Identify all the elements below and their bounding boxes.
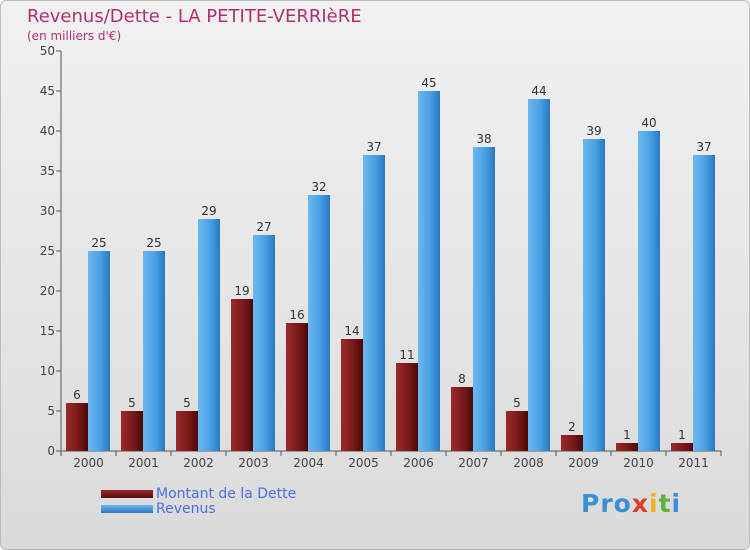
bar-dette-label: 8 <box>458 372 466 386</box>
y-tick-label: 20 <box>40 284 55 298</box>
y-tick-label: 35 <box>40 164 55 178</box>
x-tick-label: 2010 <box>623 456 654 470</box>
bar-revenus-label: 25 <box>91 236 106 250</box>
bar-dette-label: 1 <box>623 428 631 442</box>
bar-revenus <box>363 155 385 451</box>
y-tick-label: 40 <box>40 124 55 138</box>
bar-revenus <box>693 155 715 451</box>
bar-revenus <box>253 235 275 451</box>
x-tick-label: 2000 <box>73 456 104 470</box>
proxiti-logo-letter: r <box>600 489 614 518</box>
proxiti-logo-letter: i <box>671 489 682 518</box>
bar-dette <box>341 339 363 451</box>
x-tick-label: 2008 <box>513 456 544 470</box>
y-tick-label: 15 <box>40 324 55 338</box>
bar-revenus-label: 39 <box>586 124 601 138</box>
chart-title: Revenus/Dette - LA PETITE-VERRIèRE <box>27 6 362 27</box>
proxiti-logo-letter: o <box>613 489 632 518</box>
bar-revenus <box>308 195 330 451</box>
bar-revenus <box>418 91 440 451</box>
bar-dette <box>616 443 638 451</box>
bar-dette-label: 1 <box>678 428 686 442</box>
proxiti-logo-letter: t <box>658 489 672 518</box>
bar-dette <box>506 411 528 451</box>
chart-subtitle: (en milliers d'€) <box>27 29 122 43</box>
legend-swatch-revenus <box>101 505 153 513</box>
bar-revenus-label: 32 <box>311 180 326 194</box>
y-tick-label: 45 <box>40 84 55 98</box>
bar-dette-label: 14 <box>344 324 359 338</box>
bar-revenus <box>143 251 165 451</box>
x-tick-label: 2005 <box>348 456 379 470</box>
legend-label-dette: Montant de la Dette <box>156 486 297 502</box>
bar-dette <box>396 363 418 451</box>
bar-revenus-label: 44 <box>531 84 546 98</box>
bar-revenus-label: 25 <box>146 236 161 250</box>
y-tick-label: 30 <box>40 204 55 218</box>
bar-revenus-label: 45 <box>421 76 436 90</box>
bar-dette <box>66 403 88 451</box>
bar-dette <box>286 323 308 451</box>
x-tick-label: 2011 <box>678 456 709 470</box>
legend-swatch-dette <box>101 490 153 498</box>
x-tick-label: 2007 <box>458 456 489 470</box>
bar-dette <box>561 435 583 451</box>
proxiti-logo-letter: x <box>631 489 649 518</box>
bar-dette <box>231 299 253 451</box>
proxiti-logo-letter: i <box>649 489 659 518</box>
bar-dette-label: 19 <box>234 284 249 298</box>
bar-dette <box>176 411 198 451</box>
bar-dette-label: 5 <box>513 396 521 410</box>
x-tick-label: 2006 <box>403 456 434 470</box>
proxiti-logo: Proxiti <box>581 489 681 518</box>
bar-revenus <box>88 251 110 451</box>
x-tick-label: 2002 <box>183 456 214 470</box>
bar-revenus <box>528 99 550 451</box>
y-tick-label: 5 <box>47 404 55 418</box>
bar-dette-label: 5 <box>183 396 191 410</box>
bar-dette-label: 5 <box>128 396 136 410</box>
bar-revenus <box>473 147 495 451</box>
y-tick-label: 50 <box>40 44 55 58</box>
x-tick-label: 2003 <box>238 456 269 470</box>
x-tick-label: 2001 <box>128 456 159 470</box>
proxiti-logo-letter: P <box>581 489 601 518</box>
bar-dette-label: 11 <box>399 348 414 362</box>
bar-revenus-label: 27 <box>256 220 271 234</box>
x-tick-label: 2009 <box>568 456 599 470</box>
bar-dette-label: 6 <box>73 388 81 402</box>
bar-revenus-label: 40 <box>641 116 656 130</box>
bar-revenus-label: 37 <box>366 140 381 154</box>
y-tick-label: 10 <box>40 364 55 378</box>
bar-dette <box>671 443 693 451</box>
bar-dette-label: 2 <box>568 420 576 434</box>
bar-revenus-label: 37 <box>696 140 711 154</box>
bar-revenus <box>198 219 220 451</box>
bar-dette <box>451 387 473 451</box>
bar-revenus <box>583 139 605 451</box>
bar-revenus-label: 29 <box>201 204 216 218</box>
y-tick-label: 25 <box>40 244 55 258</box>
x-tick-label: 2004 <box>293 456 324 470</box>
y-tick-label: 0 <box>47 444 55 458</box>
legend-label-revenus: Revenus <box>156 501 216 517</box>
bar-revenus <box>638 131 660 451</box>
bar-dette <box>121 411 143 451</box>
bar-revenus-label: 38 <box>476 132 491 146</box>
bar-dette-label: 16 <box>289 308 304 322</box>
